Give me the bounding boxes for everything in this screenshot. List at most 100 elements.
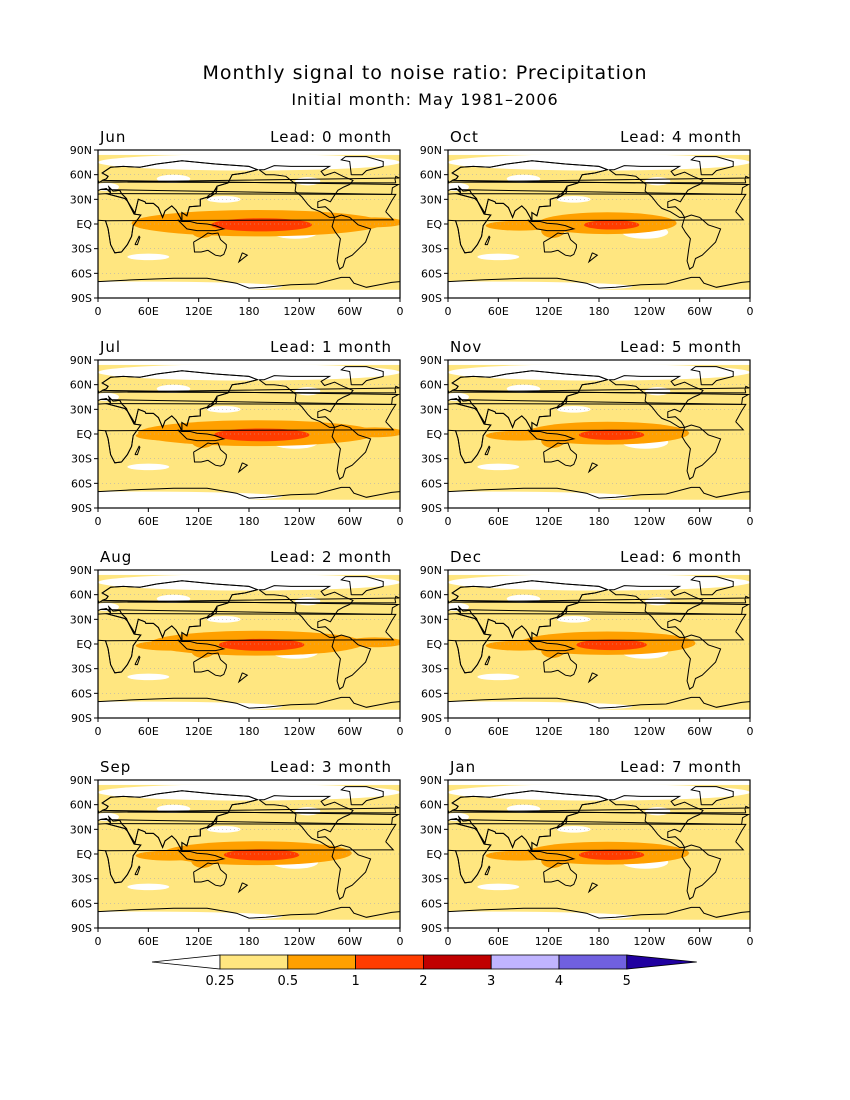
colorbar-min-arrow — [151, 954, 221, 970]
coastline-antarctica — [448, 486, 750, 499]
lon-tick-label: 120E — [535, 935, 563, 948]
lon-tick-label: 60W — [337, 305, 362, 318]
lon-tick-label: 180 — [239, 725, 260, 738]
coastline-indonesia — [527, 639, 576, 652]
lon-tick-label: 60E — [138, 515, 159, 528]
panel-month-label: Sep — [100, 758, 131, 776]
colorbar-label: 4 — [555, 974, 563, 989]
low-ratio-patch — [127, 673, 170, 681]
lat-tick-label: 60N — [420, 169, 442, 182]
coastline-madagascar — [134, 445, 141, 456]
coastline-eurasia — [448, 370, 610, 432]
lon-tick-label: 60E — [488, 305, 509, 318]
lat-tick-label: 60S — [421, 267, 442, 280]
lat-tick-label: EQ — [426, 428, 442, 441]
coastline-greenland — [340, 156, 384, 176]
coastline-nz — [237, 252, 249, 264]
lat-tick-label: 60N — [70, 169, 92, 182]
enso-core-red — [211, 218, 312, 232]
coastline-antarctica — [98, 696, 400, 709]
panel-lead-label: Lead: 3 month — [270, 758, 392, 776]
coastline-japan — [206, 396, 218, 409]
low-ratio-patch — [448, 701, 633, 712]
colorbar-box — [490, 954, 560, 970]
coastline-japan — [206, 606, 218, 619]
coastline-madagascar — [484, 655, 491, 666]
coastline-australia — [193, 862, 227, 887]
coastline-antarctica — [448, 276, 750, 289]
lon-tick-label: 120W — [633, 935, 665, 948]
panel-month-label: Jul — [99, 338, 121, 356]
coastline-africa — [448, 823, 492, 884]
panel-lead-label: Lead: 6 month — [620, 548, 742, 566]
lon-tick-label: 0 — [397, 305, 404, 318]
low-ratio-patch — [557, 196, 591, 203]
low-ratio-patch — [645, 387, 671, 396]
low-ratio-patch — [448, 289, 750, 298]
colorbar-label: 1 — [351, 974, 359, 989]
panel-lead-label: Lead: 2 month — [270, 548, 392, 566]
lat-tick-label: EQ — [426, 638, 442, 651]
low-ratio-patch — [448, 281, 633, 292]
low-ratio-patch — [448, 499, 750, 508]
lat-tick-label: 60N — [420, 589, 442, 602]
low-ratio-patch — [477, 253, 520, 261]
lat-tick-label: 90N — [70, 564, 92, 577]
coastline-nz — [237, 672, 249, 684]
coastline-nz — [237, 882, 249, 894]
colorbar-label: 0.25 — [206, 974, 235, 989]
coastline-namerica — [608, 165, 704, 218]
low-ratio-patch — [557, 826, 591, 833]
low-ratio-patch — [448, 491, 633, 502]
lat-tick-label: 60N — [70, 799, 92, 812]
lon-tick-label: 0 — [445, 725, 452, 738]
lon-tick-label: 180 — [239, 935, 260, 948]
lat-tick-label: 60S — [421, 687, 442, 700]
enso-core-red — [218, 638, 305, 651]
low-ratio-patch — [448, 911, 633, 922]
coastline-samerica — [331, 214, 372, 271]
panel-lead-label: Lead: 1 month — [270, 338, 392, 356]
lat-tick-label: EQ — [76, 428, 92, 441]
coastline-indonesia — [527, 849, 576, 862]
lon-tick-label: 60W — [687, 305, 712, 318]
coastline-madagascar — [484, 235, 491, 246]
ratio-field — [98, 570, 400, 718]
lat-tick-label: 30N — [70, 823, 92, 836]
panel-lead-label: Lead: 7 month — [620, 758, 742, 776]
lon-tick-label: 0 — [445, 935, 452, 948]
lat-tick-label: 30S — [71, 873, 92, 886]
coastline-uk — [98, 595, 400, 604]
lat-tick-label: 60S — [71, 897, 92, 910]
lat-tick-label: 90N — [420, 144, 442, 157]
coastline-eurasia — [98, 370, 260, 432]
lat-tick-label: 30S — [421, 243, 442, 256]
coastline-nz — [587, 462, 599, 474]
lat-tick-label: 30S — [421, 663, 442, 676]
coastline-madagascar — [484, 865, 491, 876]
coastline-namerica — [608, 795, 704, 848]
lat-tick-label: 90N — [70, 354, 92, 367]
coastline-nz — [587, 882, 599, 894]
lon-tick-label: 60E — [488, 935, 509, 948]
enso-core-red — [583, 220, 640, 230]
lon-tick-label: 120E — [535, 725, 563, 738]
lon-tick-label: 180 — [239, 305, 260, 318]
coastline-uk — [448, 175, 750, 184]
coastline-indonesia — [177, 429, 226, 442]
coastline-indonesia — [177, 639, 226, 652]
low-ratio-patch — [98, 780, 400, 785]
lat-tick-label: 60N — [70, 589, 92, 602]
lat-tick-label: 90S — [71, 712, 92, 725]
lat-tick-label: 60S — [71, 687, 92, 700]
coastline-samerica — [681, 424, 722, 481]
coastline-japan — [206, 816, 218, 829]
coastline-africa — [98, 403, 142, 464]
lat-tick-label: 30S — [71, 453, 92, 466]
lon-tick-label: 60W — [337, 935, 362, 948]
coastline-indonesia — [177, 849, 226, 862]
lon-tick-label: 0 — [95, 515, 102, 528]
